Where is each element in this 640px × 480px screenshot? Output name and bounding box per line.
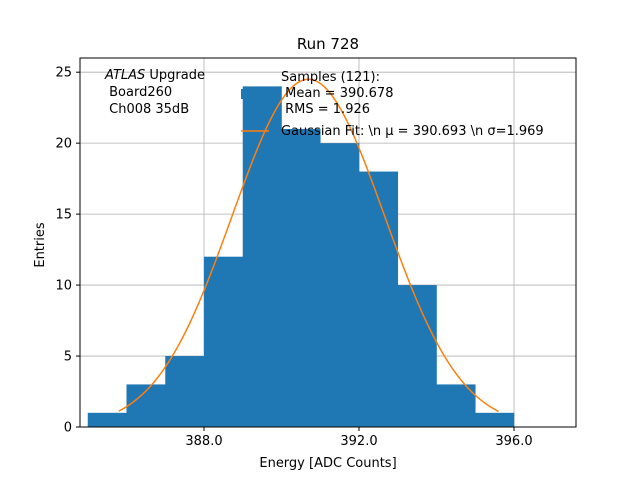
annotation-atlas: ATLAS [104,68,145,83]
legend: Samples (121): Mean = 390.678 RMS = 1.92… [241,70,544,139]
annotation-channel: Ch008 35dB [105,102,189,117]
histogram-bar [87,412,127,427]
legend-mean-label: Mean = 390.678 [281,86,393,101]
x-tick-label: 388.0 [185,434,222,449]
legend-fit-label: Gaussian Fit: \n μ = 390.693 \n σ=1.969 [281,124,544,139]
legend-histogram-swatch [241,89,269,99]
histogram-bar [397,285,437,427]
legend-samples-label: Samples (121): [281,70,380,85]
fit-curve [118,78,499,413]
y-tick-label: 25 [55,66,72,81]
y-tick-label: 20 [55,137,72,152]
histogram-bar [281,128,321,427]
chart-title: Run 728 [297,35,359,53]
plot-frame [79,57,577,428]
x-axis-label: Energy [ADC Counts] [259,456,396,471]
histogram-bar [359,171,399,427]
atlas-annotation: ATLAS Upgrade Board260 Ch008 35dB [104,68,205,117]
y-tick-label: 10 [55,279,72,294]
histogram-bar [475,412,515,427]
y-tick-label: 0 [64,421,72,436]
histogram-bar [320,143,360,427]
annotation-line-1: ATLAS Upgrade [104,68,205,83]
annotation-upgrade: Upgrade [145,68,205,83]
x-tick-label: 392.0 [340,434,377,449]
y-tick-label: 15 [55,208,72,223]
gaussian-fit [118,78,499,413]
axes: 388.0 392.0 396.0 0 5 10 15 20 25 [55,57,577,449]
y-axis-label: Entries [33,222,48,268]
histogram-bar [165,356,205,427]
legend-rms-label: RMS = 1.926 [281,102,370,117]
histogram-bar [242,86,282,427]
histogram-bar [204,256,244,427]
y-tick-label: 5 [64,350,72,365]
histogram-bar [436,384,476,427]
x-tick-label: 396.0 [495,434,532,449]
annotation-board: Board260 [105,85,172,100]
histogram-bars [87,86,515,427]
